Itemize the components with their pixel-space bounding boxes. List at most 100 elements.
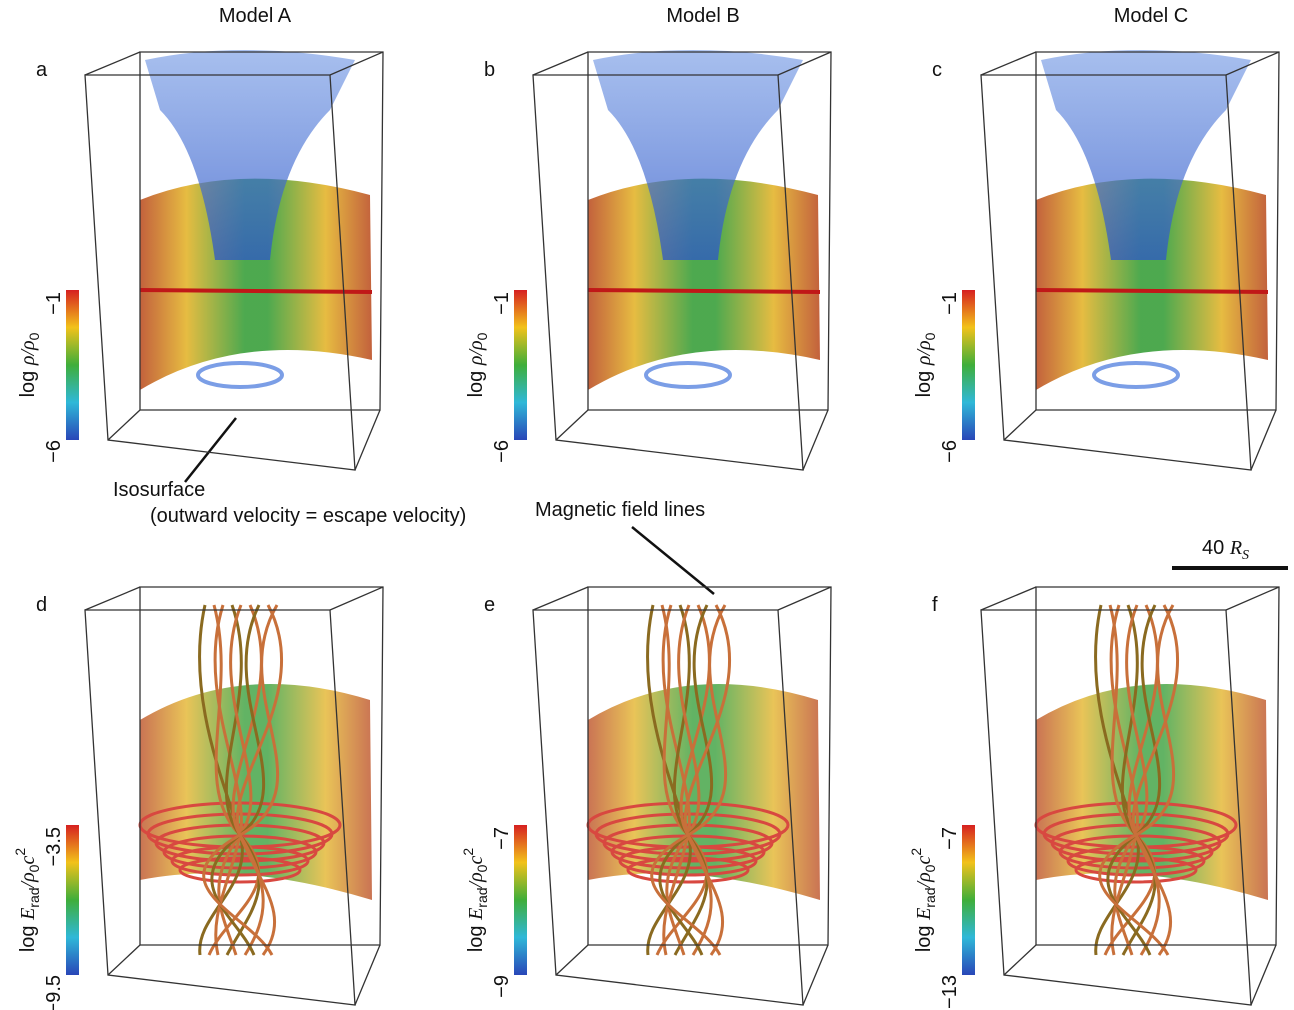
annotation: (outward velocity = escape velocity) (150, 505, 466, 527)
disk (1036, 178, 1268, 390)
colorbar (514, 825, 527, 975)
column-title: Model B (666, 5, 739, 27)
disk-midplane (587, 288, 821, 294)
colorbar-title-part: 2 (460, 848, 476, 856)
panel: b −1 −6 log ρ/ρ0 (465, 50, 832, 471)
box-edge (802, 409, 829, 471)
colorbar-title-part: log (17, 920, 39, 952)
colorbar-max: −1 (939, 292, 961, 315)
panel: c −1 −6 log ρ/ρ0 (913, 50, 1280, 471)
colorbar-max: −1 (491, 292, 513, 315)
colorbar-title-part: /ρ (465, 872, 487, 888)
colorbar-title-part: c (17, 856, 39, 865)
colorbar-max: −3.5 (43, 827, 65, 866)
disk (588, 178, 820, 390)
colorbar-title: log Erad/ρ0c2 (460, 848, 490, 953)
outflow-ring (644, 361, 732, 389)
disk-midplane (1035, 288, 1269, 294)
box-edge (980, 586, 1037, 611)
colorbar-title-part: /ρ (913, 872, 935, 888)
box-edge (1003, 944, 1037, 976)
colorbar-title: log ρ/ρ0 (465, 332, 490, 397)
colorbar (962, 290, 975, 440)
field-line (1131, 604, 1179, 956)
colorbar-max: −7 (491, 827, 513, 850)
annotation: Magnetic field lines (535, 499, 705, 521)
colorbar-max: −1 (43, 292, 65, 315)
panel-label: a (36, 59, 48, 81)
colorbar-title-part: ρ/ρ (17, 340, 39, 366)
colorbar-title-part: c (913, 856, 935, 865)
colorbar-title-part: 0 (922, 332, 938, 340)
colorbar-min: −9 (491, 975, 513, 998)
colorbar-title: log ρ/ρ0 (913, 332, 938, 397)
field-line (650, 604, 728, 956)
field-ring (178, 856, 302, 884)
box-edge (777, 586, 832, 611)
box-edge (555, 409, 589, 441)
colorbar-min: −9.5 (43, 975, 65, 1010)
box-edge (532, 586, 589, 611)
colorbar-title-part: E (17, 908, 39, 921)
colorbar-min: −6 (491, 440, 513, 463)
field-ring (1066, 845, 1206, 877)
colorbar-title-part: c (465, 856, 487, 865)
colorbar-title-part: log (17, 365, 39, 397)
box-edge (802, 944, 829, 1006)
panel-label: f (932, 594, 938, 616)
column-title: Model A (219, 5, 292, 27)
colorbar-title: log ρ/ρ0 (17, 332, 42, 397)
box-edge (107, 944, 141, 976)
box-edge (532, 51, 589, 76)
colorbar-title-part: 0 (26, 332, 42, 340)
colorbar-title-part: 2 (908, 848, 924, 856)
field-line (1109, 604, 1139, 956)
colorbar-title-part: rad (922, 887, 938, 907)
box-edge (555, 944, 589, 976)
annotation: Isosurface (113, 479, 205, 501)
box-edge (1225, 51, 1280, 76)
colorbar-max: −7 (939, 827, 961, 850)
field-line (235, 604, 283, 956)
field-line (1106, 604, 1162, 956)
colorbar-title-part: /ρ (17, 872, 39, 888)
colorbar (66, 290, 79, 440)
panel: a −1 −6 log ρ/ρ0 (17, 50, 384, 471)
field-ring (618, 845, 758, 877)
colorbar-title-part: E (913, 908, 935, 921)
field-ring (1074, 856, 1198, 884)
colorbar-title-part: log (465, 365, 487, 397)
colorbar-title-part: log (913, 920, 935, 952)
box-edge (1250, 409, 1277, 471)
field-line (683, 604, 731, 956)
box-edge (1225, 586, 1280, 611)
box-edge (329, 51, 384, 76)
field-line (665, 604, 701, 956)
colorbar-min: −6 (43, 440, 65, 463)
outflow-ring (1092, 361, 1180, 389)
panel-label: c (932, 59, 942, 81)
colorbar-title: log Erad/ρ0c2 (908, 848, 938, 953)
colorbar-title-part: rad (26, 887, 42, 907)
box-edge (354, 944, 381, 1006)
field-line (672, 604, 709, 956)
field-line (1113, 604, 1149, 956)
colorbar-title-part: 0 (474, 332, 490, 340)
colorbar-title-part: 0 (922, 864, 938, 872)
field-line (217, 604, 253, 956)
box-edge (1250, 944, 1277, 1006)
colorbar-title-part: ρ/ρ (465, 340, 487, 366)
field-line (202, 604, 280, 956)
leader-line (631, 526, 715, 595)
field-line (1098, 604, 1176, 956)
colorbar-title-part: E (465, 908, 487, 921)
field-line (658, 604, 714, 956)
colorbar-title-part: 0 (474, 864, 490, 872)
disk (140, 178, 372, 390)
scale-unit: R (1229, 537, 1242, 559)
colorbar-title-part: 0 (26, 864, 42, 872)
colorbar-title: log Erad/ρ0c2 (12, 848, 42, 953)
